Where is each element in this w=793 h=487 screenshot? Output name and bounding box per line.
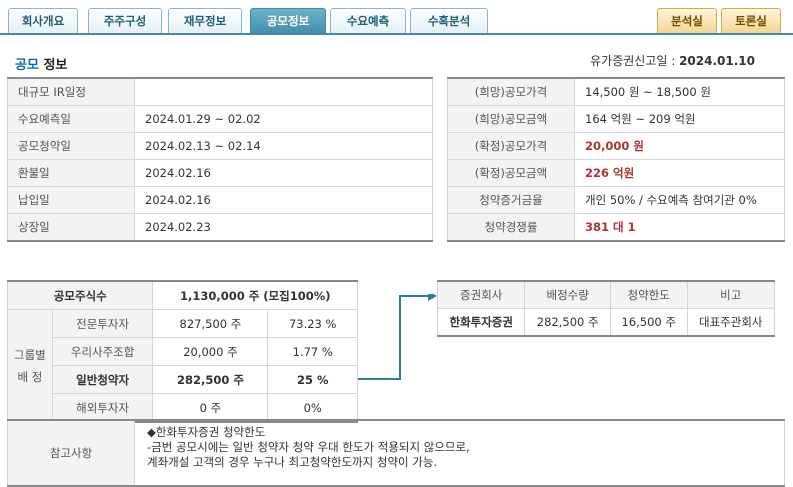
table-row: 청약증거금율 개인 50% / 수요예측 참여기관 0% xyxy=(447,186,785,214)
schedule-label: 납입일 xyxy=(7,186,135,214)
underwriter-company: 한화투자증권 xyxy=(436,308,526,337)
table-header-row: 증권회사 배정수량 청약한도 비고 xyxy=(436,280,776,309)
schedule-label: 수요예측일 xyxy=(7,105,135,133)
schedule-label: 대규모 IR일정 xyxy=(7,77,135,106)
tab-ipo-info[interactable]: 공모정보 xyxy=(250,8,326,34)
group-allocation-label: 그룹별 배 정 xyxy=(7,309,53,423)
investor-pct: 1.77 % xyxy=(267,337,358,366)
tab-bar: 회사개요 주주구성 재무정보 공모정보 수요예측 수혹분석 분석실 토론실 xyxy=(0,0,793,35)
investor-shares: 282,500 주 xyxy=(152,365,269,394)
price-label: 청약경쟁률 xyxy=(447,213,575,242)
price-label: 청약증거금율 xyxy=(447,186,575,214)
underwriter-note: 대표주관회사 xyxy=(686,308,776,337)
reference-label: 참고사항 xyxy=(7,419,135,487)
schedule-value: 2024.02.23 xyxy=(134,213,433,242)
table-row: 일반청약자 282,500 주 25 % xyxy=(8,365,358,394)
underwriter-table: 증권회사 배정수량 청약한도 비고 한화투자증권 282,500 주 16,50… xyxy=(436,280,776,337)
tab-return-analysis[interactable]: 수혹분석 xyxy=(410,8,488,34)
price-label: (희망)공모가격 xyxy=(447,77,575,106)
schedule-label: 공모청약일 xyxy=(7,132,135,160)
table-row: 대규모 IR일정 xyxy=(7,77,433,106)
column-header: 비고 xyxy=(686,280,776,309)
investor-type: 해외투자자 xyxy=(51,393,154,423)
table-row: (확정)공모금액 226 억원 xyxy=(447,159,785,187)
tab-shareholders[interactable]: 주주구성 xyxy=(88,8,162,34)
price-label: (희망)공모금액 xyxy=(447,105,575,133)
share-allocation-table: 공모주식수 1,130,000 주 (모집100%) 그룹별 배 정 전문투자자… xyxy=(6,280,358,423)
tab-discussion-room[interactable]: 토론실 xyxy=(721,8,781,34)
table-row: 그룹별 배 정 전문투자자 827,500 주 73.23 % xyxy=(7,309,358,423)
reference-line: 계좌개설 고객의 경우 누구나 최고청약한도까지 청약이 가능. xyxy=(147,455,438,469)
page-title: 공모 정보 xyxy=(15,54,67,73)
table-row: 해외투자자 0 주 0% xyxy=(8,393,358,423)
filing-date-label: 유가증권신고일 : xyxy=(590,54,676,68)
tab-underline xyxy=(0,33,793,35)
investor-type: 일반청약자 xyxy=(51,365,154,394)
filing-date-value: 2024.01.10 xyxy=(679,54,755,68)
column-header: 증권회사 xyxy=(436,280,526,309)
schedule-value: 2024.02.16 xyxy=(134,159,433,187)
filing-date: 유가증권신고일 : 2024.01.10 xyxy=(590,52,755,69)
investor-shares: 0 주 xyxy=(152,393,269,423)
price-label: (확정)공모금액 xyxy=(447,159,575,187)
investor-pct: 25 % xyxy=(267,365,358,394)
tab-financials[interactable]: 재무정보 xyxy=(168,8,242,34)
price-label: (확정)공모가격 xyxy=(447,132,575,160)
schedule-value: 2024.02.16 xyxy=(134,186,433,214)
tab-analysis-room[interactable]: 분석실 xyxy=(657,8,717,34)
table-row: 수요예측일 2024.01.29 ~ 02.02 xyxy=(7,105,433,133)
schedule-value: 2024.01.29 ~ 02.02 xyxy=(134,105,433,133)
table-row: 한화투자증권 282,500 주 16,500 주 대표주관회사 xyxy=(436,308,776,337)
tab-company-overview[interactable]: 회사개요 xyxy=(8,8,78,34)
schedule-value: 2024.02.13 ~ 02.14 xyxy=(134,132,433,160)
underwriter-qty: 282,500 주 xyxy=(524,308,611,337)
table-row: 납입일 2024.02.16 xyxy=(7,186,433,214)
table-row: 청약경쟁률 381 대 1 xyxy=(447,213,785,242)
table-row: 공모주식수 1,130,000 주 (모집100%) xyxy=(6,280,358,310)
table-row: (확정)공모가격 20,000 원 xyxy=(447,132,785,160)
price-table: (희망)공모가격 14,500 원 ~ 18,500 원 (희망)공모금액 164 … xyxy=(447,77,785,242)
investor-pct: 73.23 % xyxy=(267,309,358,338)
schedule-table: 대규모 IR일정 수요예측일 2024.01.29 ~ 02.02 공모청약일 20… xyxy=(7,77,433,242)
schedule-label: 상장일 xyxy=(7,213,135,242)
price-value: 381 대 1 xyxy=(574,213,785,242)
price-value: 164 억원 ~ 209 억원 xyxy=(574,105,785,133)
reference-notes: ◆한화투자증권 청약한도 -금번 공모시에는 일반 청약자 청약 우대 한도가 … xyxy=(134,419,785,487)
schedule-value xyxy=(134,77,433,106)
page-title-rest: 정보 xyxy=(43,58,68,73)
table-row: (희망)공모가격 14,500 원 ~ 18,500 원 xyxy=(447,77,785,106)
underwriter-limit: 16,500 주 xyxy=(609,308,688,337)
price-value: 226 억원 xyxy=(574,159,785,187)
price-value: 개인 50% / 수요예측 참여기관 0% xyxy=(574,186,785,214)
table-row: 상장일 2024.02.23 xyxy=(7,213,433,242)
table-row: 환불일 2024.02.16 xyxy=(7,159,433,187)
column-header: 배정수량 xyxy=(524,280,611,309)
investor-type: 전문투자자 xyxy=(51,309,154,338)
total-shares-value: 1,130,000 주 (모집100%) xyxy=(152,280,358,310)
investor-shares: 827,500 주 xyxy=(152,309,269,338)
table-row: 공모청약일 2024.02.13 ~ 02.14 xyxy=(7,132,433,160)
column-header: 청약한도 xyxy=(609,280,688,309)
table-row: (희망)공모금액 164 억원 ~ 209 억원 xyxy=(447,105,785,133)
reference-line: -금번 공모시에는 일반 청약자 청약 우대 한도가 적용되지 않으므로, xyxy=(147,440,470,454)
group-label-line2: 배 정 xyxy=(17,369,43,384)
page-title-highlight: 공모 xyxy=(15,58,39,73)
investor-pct: 0% xyxy=(267,393,358,423)
price-value: 14,500 원 ~ 18,500 원 xyxy=(574,77,785,106)
schedule-label: 환불일 xyxy=(7,159,135,187)
tab-demand-forecast[interactable]: 수요예측 xyxy=(330,8,406,34)
connector-arrow-icon xyxy=(358,294,437,380)
total-shares-label: 공모주식수 xyxy=(6,280,154,310)
table-row: 우리사주조합 20,000 주 1.77 % xyxy=(8,337,358,366)
group-label-line1: 그룹별 xyxy=(14,347,46,362)
table-row: 참고사항 ◆한화투자증권 청약한도 -금번 공모시에는 일반 청약자 청약 우대… xyxy=(7,419,785,487)
reference-line: ◆한화투자증권 청약한도 xyxy=(147,425,266,439)
investor-type: 우리사주조합 xyxy=(51,337,154,366)
investor-shares: 20,000 주 xyxy=(152,337,269,366)
price-value: 20,000 원 xyxy=(574,132,785,160)
reference-table: 참고사항 ◆한화투자증권 청약한도 -금번 공모시에는 일반 청약자 청약 우대… xyxy=(7,419,785,487)
